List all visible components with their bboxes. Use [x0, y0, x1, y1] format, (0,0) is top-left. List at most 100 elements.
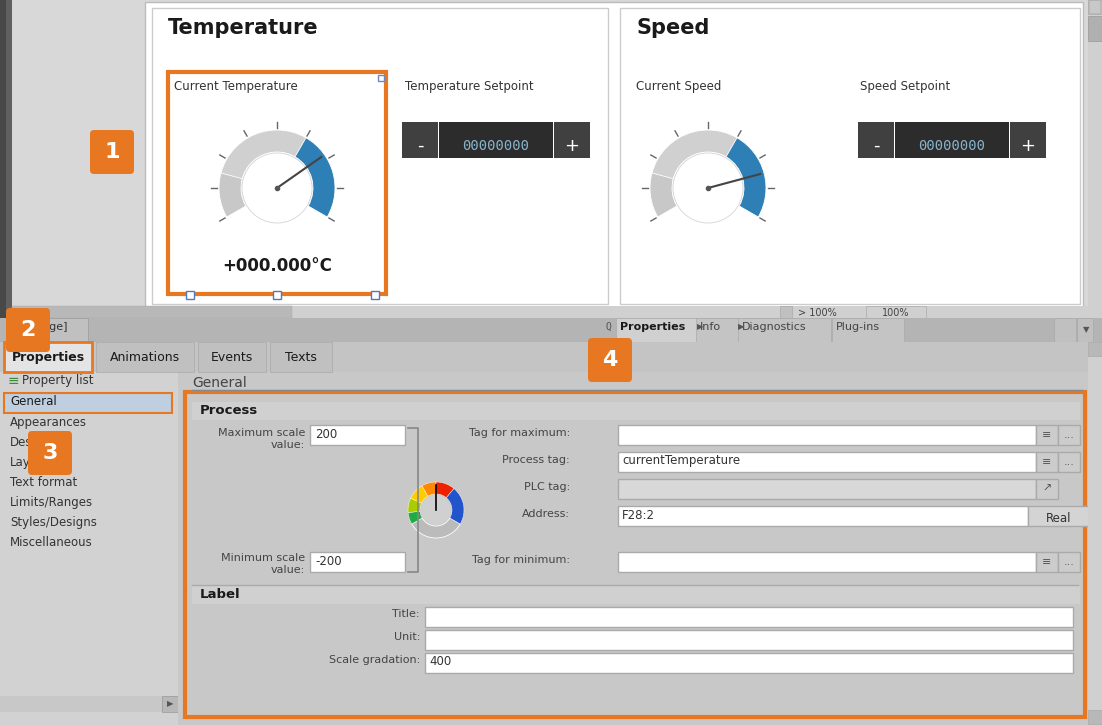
Text: Minimum scale
value:: Minimum scale value:: [220, 553, 305, 575]
FancyBboxPatch shape: [588, 338, 633, 382]
Text: Speed: Speed: [636, 18, 710, 38]
Bar: [185, 392, 1085, 717]
Bar: [96, 342, 194, 372]
Bar: [12, 0, 1088, 318]
Text: Scale gradation:: Scale gradation:: [328, 655, 420, 665]
Bar: [273, 291, 281, 299]
Text: Layouts: Layouts: [10, 456, 56, 469]
Text: Texts: Texts: [285, 350, 317, 363]
Text: Events: Events: [210, 350, 253, 363]
Bar: [1088, 0, 1102, 318]
Wedge shape: [412, 518, 461, 538]
Bar: [310, 425, 406, 445]
Bar: [780, 306, 792, 318]
Text: -: -: [417, 137, 423, 155]
Bar: [0, 318, 1102, 342]
Text: 400: 400: [429, 655, 451, 668]
Bar: [425, 607, 1073, 627]
Bar: [152, 8, 608, 304]
Text: Unit:: Unit:: [393, 632, 420, 642]
Bar: [1088, 342, 1102, 725]
Bar: [12, 306, 1088, 318]
Bar: [1088, 342, 1102, 356]
Text: Properties: Properties: [620, 322, 685, 332]
Bar: [618, 452, 1036, 472]
Bar: [1088, 710, 1102, 724]
Text: -: -: [873, 137, 879, 155]
Bar: [1036, 425, 1058, 445]
Text: Current Speed: Current Speed: [636, 80, 722, 93]
Bar: [402, 122, 437, 158]
Bar: [0, 0, 6, 318]
Circle shape: [242, 153, 312, 223]
Bar: [1011, 122, 1046, 158]
Text: General: General: [192, 376, 247, 390]
Bar: [618, 425, 1036, 445]
Circle shape: [673, 153, 743, 223]
Bar: [1058, 452, 1080, 472]
Bar: [554, 122, 590, 158]
Bar: [618, 479, 1036, 499]
Bar: [1036, 479, 1058, 499]
Bar: [371, 291, 379, 299]
Bar: [425, 653, 1073, 673]
Bar: [4, 393, 172, 413]
Wedge shape: [219, 130, 335, 217]
Bar: [1036, 452, 1058, 472]
Bar: [620, 8, 1080, 304]
Bar: [162, 696, 179, 712]
Text: 1: 1: [105, 142, 120, 162]
Bar: [0, 342, 1102, 725]
Text: Plug-ins: Plug-ins: [836, 322, 880, 332]
Bar: [1028, 506, 1091, 526]
Text: ≡: ≡: [8, 374, 20, 388]
Text: Process tag:: Process tag:: [503, 455, 570, 465]
Bar: [192, 402, 1080, 420]
Bar: [1058, 552, 1080, 572]
Text: Ga: Ga: [14, 322, 30, 332]
Text: Property list: Property list: [22, 374, 94, 387]
Bar: [1088, 16, 1102, 41]
Circle shape: [421, 495, 451, 525]
Bar: [439, 122, 553, 158]
Text: +: +: [564, 137, 580, 155]
Wedge shape: [436, 482, 454, 498]
Text: Maximum scale
value:: Maximum scale value:: [217, 428, 305, 450]
Text: 00000000: 00000000: [918, 139, 985, 153]
Text: ▶: ▶: [738, 322, 745, 331]
Text: 100%: 100%: [883, 308, 910, 318]
Text: Info: Info: [700, 322, 721, 332]
Bar: [1088, 0, 1102, 14]
Text: ▼: ▼: [1083, 326, 1089, 334]
Text: Limits/Ranges: Limits/Ranges: [10, 496, 94, 509]
Text: uge]: uge]: [42, 322, 67, 332]
Bar: [616, 318, 702, 342]
Text: Styles/Designs: Styles/Designs: [10, 516, 97, 529]
Text: Miscellaneous: Miscellaneous: [10, 536, 93, 549]
Bar: [832, 318, 904, 342]
Text: Tag for minimum:: Tag for minimum:: [472, 555, 570, 565]
Text: ▶: ▶: [696, 322, 703, 331]
Text: 2: 2: [20, 320, 35, 340]
Bar: [198, 342, 266, 372]
Bar: [425, 630, 1073, 650]
Text: Address:: Address:: [522, 509, 570, 519]
Wedge shape: [422, 482, 436, 496]
Bar: [310, 552, 406, 572]
Bar: [4, 342, 91, 372]
Bar: [145, 2, 1083, 310]
Bar: [1058, 425, 1080, 445]
Wedge shape: [408, 511, 422, 524]
FancyBboxPatch shape: [6, 308, 50, 352]
Text: Appearances: Appearances: [10, 416, 87, 429]
Bar: [696, 318, 741, 342]
Text: Designs: Designs: [10, 436, 57, 449]
Text: Current Temperature: Current Temperature: [174, 80, 298, 93]
Bar: [895, 122, 1009, 158]
Bar: [1036, 552, 1058, 572]
Wedge shape: [446, 489, 464, 524]
Text: ≡: ≡: [1042, 557, 1051, 567]
Text: ...: ...: [1063, 430, 1074, 440]
Text: Speed Setpoint: Speed Setpoint: [860, 80, 950, 93]
Wedge shape: [650, 130, 766, 217]
